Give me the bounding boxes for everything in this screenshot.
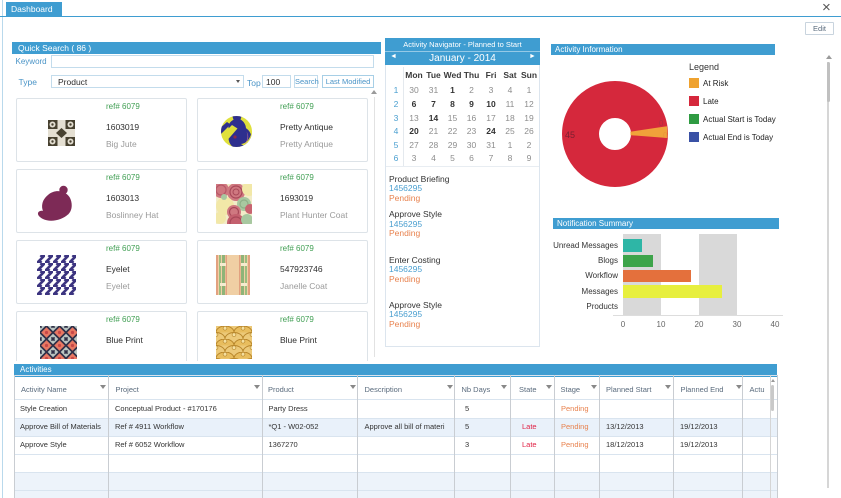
svg-text:0: 0	[659, 119, 664, 128]
svg-text:0: 0	[663, 131, 668, 140]
svg-text:45: 45	[565, 130, 575, 140]
